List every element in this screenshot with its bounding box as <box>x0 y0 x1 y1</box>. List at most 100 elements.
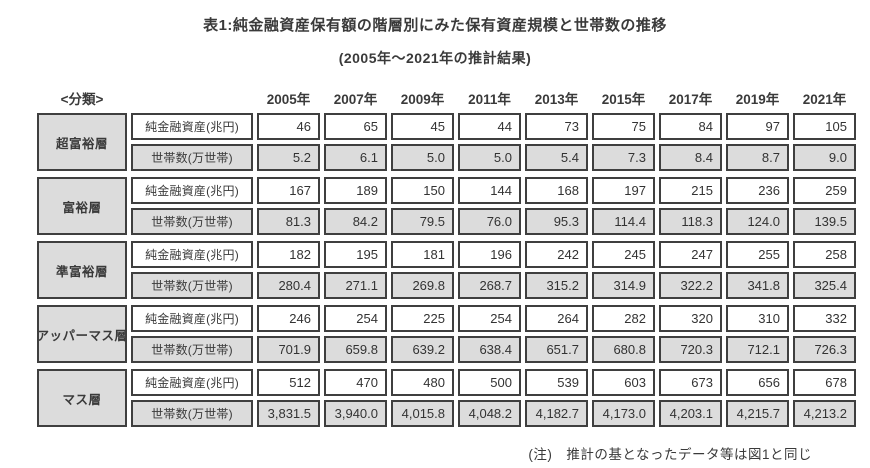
household-row-label: 世帯数(万世帯) <box>131 272 253 299</box>
household-value: 5.4 <box>525 144 588 171</box>
household-value: 4,203.1 <box>659 400 722 427</box>
asset-value: 167 <box>257 177 320 204</box>
asset-value: 255 <box>726 241 789 268</box>
tier-label: 富裕層 <box>37 177 127 235</box>
household-value: 3,940.0 <box>324 400 387 427</box>
asset-row-label: 純金融資産(兆円) <box>131 305 253 332</box>
household-value: 118.3 <box>659 208 722 235</box>
year-header: 2013年 <box>534 92 579 107</box>
household-value: 95.3 <box>525 208 588 235</box>
asset-row-label: 純金融資産(兆円) <box>131 241 253 268</box>
asset-value: 539 <box>525 369 588 396</box>
tier-label: 準富裕層 <box>37 241 127 299</box>
household-value: 726.3 <box>793 336 856 363</box>
household-value: 5.0 <box>458 144 521 171</box>
asset-value: 512 <box>257 369 320 396</box>
metric-header-spacer <box>131 108 253 110</box>
asset-row-label: 純金融資産(兆円) <box>131 113 253 140</box>
classification-header: <分類> <box>60 92 104 107</box>
asset-value: 215 <box>659 177 722 204</box>
asset-value: 44 <box>458 113 521 140</box>
household-value: 680.8 <box>592 336 655 363</box>
year-header: 2021年 <box>802 92 847 107</box>
asset-value: 144 <box>458 177 521 204</box>
asset-value: 105 <box>793 113 856 140</box>
asset-value: 673 <box>659 369 722 396</box>
wealth-tier-table: <分類> 2005年 2007年 2009年 2011年 2013年 2015年 2017年… <box>37 88 857 427</box>
household-value: 280.4 <box>257 272 320 299</box>
household-value: 659.8 <box>324 336 387 363</box>
household-value: 315.2 <box>525 272 588 299</box>
household-value: 9.0 <box>793 144 856 171</box>
household-value: 7.3 <box>592 144 655 171</box>
asset-row-label: 純金融資産(兆円) <box>131 369 253 396</box>
household-value: 651.7 <box>525 336 588 363</box>
household-row-label: 世帯数(万世帯) <box>131 208 253 235</box>
year-header: 2009年 <box>400 92 445 107</box>
footnote: (注) 推計の基となったデータ等は図1と同じ <box>528 447 812 462</box>
household-value: 84.2 <box>324 208 387 235</box>
asset-value: 245 <box>592 241 655 268</box>
table-body: 超富裕層 純金融資産(兆円) 46 65 45 44 73 75 84 97 105 世帯数(万世帯)… <box>37 113 857 427</box>
household-value: 720.3 <box>659 336 722 363</box>
asset-value: 242 <box>525 241 588 268</box>
asset-value: 168 <box>525 177 588 204</box>
asset-value: 196 <box>458 241 521 268</box>
household-value: 4,048.2 <box>458 400 521 427</box>
asset-value: 603 <box>592 369 655 396</box>
asset-value: 84 <box>659 113 722 140</box>
tier-group: マス層 純金融資産(兆円) 512 470 480 500 539 603 673 656 678 世… <box>37 369 857 427</box>
household-value: 4,173.0 <box>592 400 655 427</box>
asset-row-label: 純金融資産(兆円) <box>131 177 253 204</box>
asset-value: 282 <box>592 305 655 332</box>
year-header: 2007年 <box>333 92 378 107</box>
household-value: 269.8 <box>391 272 454 299</box>
asset-value: 65 <box>324 113 387 140</box>
household-value: 341.8 <box>726 272 789 299</box>
asset-value: 197 <box>592 177 655 204</box>
asset-value: 45 <box>391 113 454 140</box>
household-value: 325.4 <box>793 272 856 299</box>
year-header: 2017年 <box>668 92 713 107</box>
household-value: 4,015.8 <box>391 400 454 427</box>
asset-value: 73 <box>525 113 588 140</box>
household-value: 271.1 <box>324 272 387 299</box>
tier-group: 超富裕層 純金融資産(兆円) 46 65 45 44 73 75 84 97 105 世帯数(万世帯)… <box>37 113 857 171</box>
household-value: 114.4 <box>592 208 655 235</box>
household-value: 701.9 <box>257 336 320 363</box>
asset-value: 259 <box>793 177 856 204</box>
household-value: 8.4 <box>659 144 722 171</box>
tier-group: アッパーマス層 純金融資産(兆円) 246 254 225 254 264 282 320 310… <box>37 305 857 363</box>
asset-value: 264 <box>525 305 588 332</box>
asset-value: 246 <box>257 305 320 332</box>
year-header: 2015年 <box>601 92 646 107</box>
asset-value: 189 <box>324 177 387 204</box>
asset-value: 182 <box>257 241 320 268</box>
tier-label: アッパーマス層 <box>37 305 127 363</box>
asset-value: 75 <box>592 113 655 140</box>
household-value: 4,215.7 <box>726 400 789 427</box>
asset-value: 254 <box>324 305 387 332</box>
household-value: 712.1 <box>726 336 789 363</box>
asset-value: 236 <box>726 177 789 204</box>
household-value: 5.2 <box>257 144 320 171</box>
asset-value: 678 <box>793 369 856 396</box>
asset-value: 181 <box>391 241 454 268</box>
tier-group: 準富裕層 純金融資産(兆円) 182 195 181 196 242 245 247 255 258… <box>37 241 857 299</box>
household-value: 124.0 <box>726 208 789 235</box>
asset-value: 258 <box>793 241 856 268</box>
asset-value: 500 <box>458 369 521 396</box>
asset-value: 310 <box>726 305 789 332</box>
table-subtitle: (2005年〜2021年の推計結果) <box>338 50 532 66</box>
household-value: 79.5 <box>391 208 454 235</box>
asset-value: 254 <box>458 305 521 332</box>
household-row-label: 世帯数(万世帯) <box>131 336 253 363</box>
asset-value: 470 <box>324 369 387 396</box>
year-header: 2005年 <box>266 92 311 107</box>
household-row-label: 世帯数(万世帯) <box>131 144 253 171</box>
tier-label: 超富裕層 <box>37 113 127 171</box>
household-value: 268.7 <box>458 272 521 299</box>
household-value: 638.4 <box>458 336 521 363</box>
asset-value: 46 <box>257 113 320 140</box>
